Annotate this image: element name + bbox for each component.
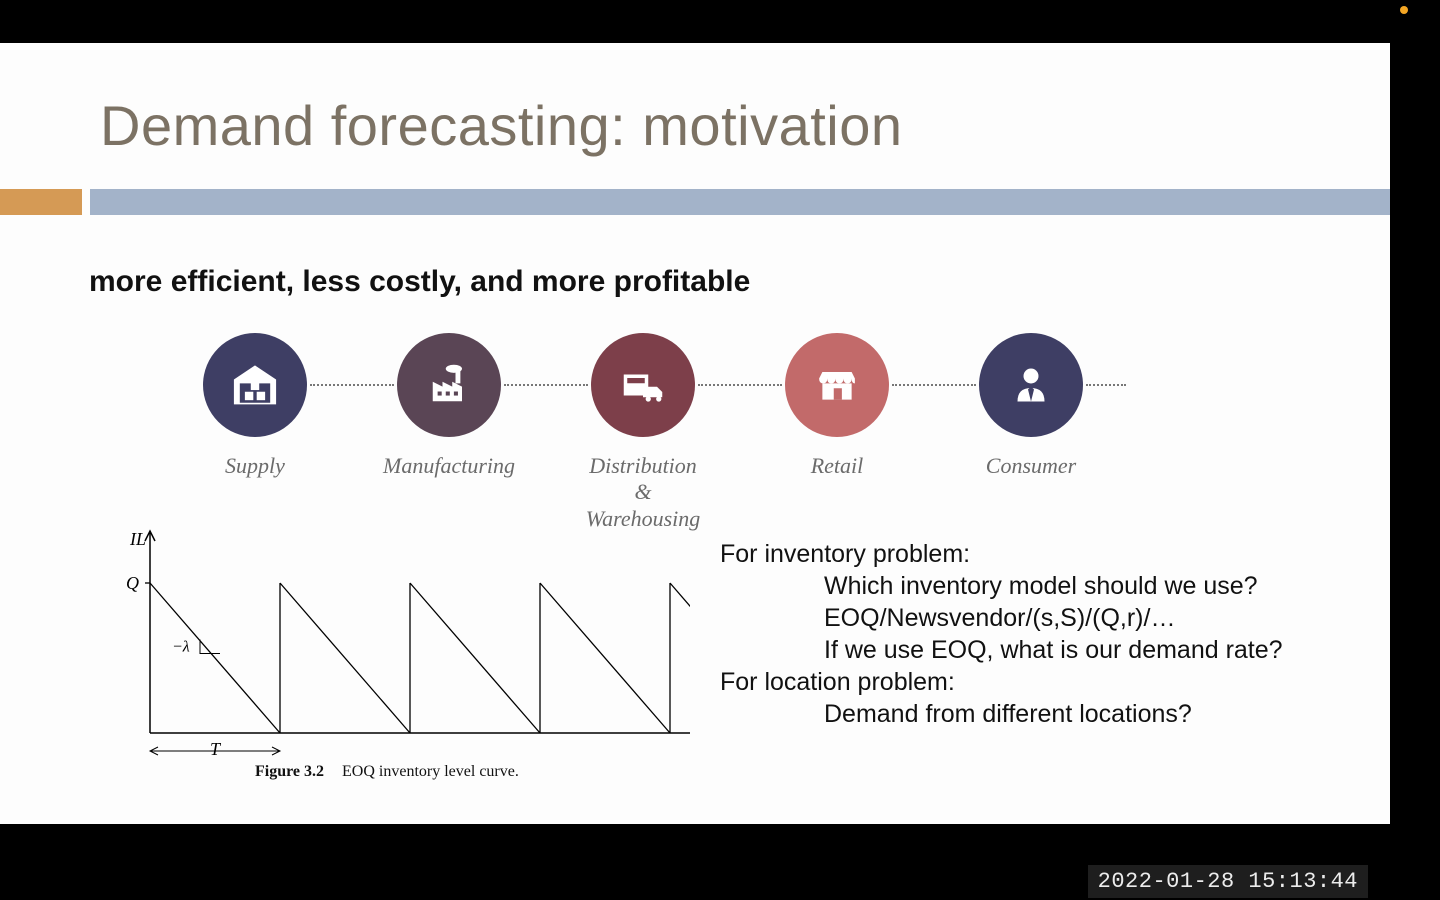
bullet-line: For location problem:	[720, 666, 1283, 698]
chain-item-truck-warehouse: Distribution & Warehousing	[588, 333, 698, 532]
chain-item-warehouse: Supply	[200, 333, 310, 479]
subtitle: more efficient, less costly, and more pr…	[89, 265, 750, 299]
svg-text:−λ: −λ	[172, 639, 190, 656]
chain-connector	[892, 333, 976, 437]
chain-label: Consumer	[986, 453, 1076, 479]
store-icon	[785, 333, 889, 437]
truck-warehouse-icon	[591, 333, 695, 437]
bullets-block: For inventory problem:Which inventory mo…	[720, 538, 1283, 730]
chain-connector	[504, 333, 588, 437]
accent-bar	[0, 189, 1390, 215]
bullet-line: For inventory problem:	[720, 538, 1283, 570]
chain-label: Retail	[811, 453, 864, 479]
chain-connector	[698, 333, 782, 437]
factory-icon	[397, 333, 501, 437]
supply-chain-row: Supply Manufacturing Distribution & Wareho…	[200, 333, 1150, 532]
bullet-line: Which inventory model should we use?	[720, 570, 1283, 602]
slide: Demand forecasting: motivation more effi…	[0, 43, 1390, 824]
chain-label: Distribution & Warehousing	[586, 453, 700, 532]
chain-item-factory: Manufacturing	[394, 333, 504, 479]
accent-bar-blue	[90, 189, 1390, 215]
bullet-line: EOQ/Newsvendor/(s,S)/(Q,r)/…	[720, 602, 1283, 634]
figure-caption-text: EOQ inventory level curve.	[342, 763, 519, 780]
warehouse-icon	[203, 333, 307, 437]
eoq-caption: Figure 3.2 EOQ inventory level curve.	[255, 763, 519, 781]
svg-text:IL: IL	[129, 529, 146, 549]
accent-bar-orange	[0, 189, 82, 215]
svg-text:T: T	[210, 739, 222, 759]
slide-title: Demand forecasting: motivation	[100, 93, 903, 158]
chain-item-store: Retail	[782, 333, 892, 479]
bullet-line: Demand from different locations?	[720, 698, 1283, 730]
chain-connector	[310, 333, 394, 437]
person-tie-icon	[979, 333, 1083, 437]
chain-item-person-tie: Consumer	[976, 333, 1086, 479]
chain-label: Manufacturing	[383, 453, 515, 479]
bullet-line: If we use EOQ, what is our demand rate?	[720, 634, 1283, 666]
timestamp: 2022-01-28 15:13:44	[1088, 865, 1368, 898]
chain-connector	[1086, 333, 1126, 437]
status-dot	[1400, 6, 1408, 14]
eoq-svg: QILt−λT	[110, 523, 690, 783]
chain-label: Supply	[225, 453, 285, 479]
svg-text:Q: Q	[126, 573, 139, 593]
figure-label: Figure 3.2	[255, 763, 324, 780]
